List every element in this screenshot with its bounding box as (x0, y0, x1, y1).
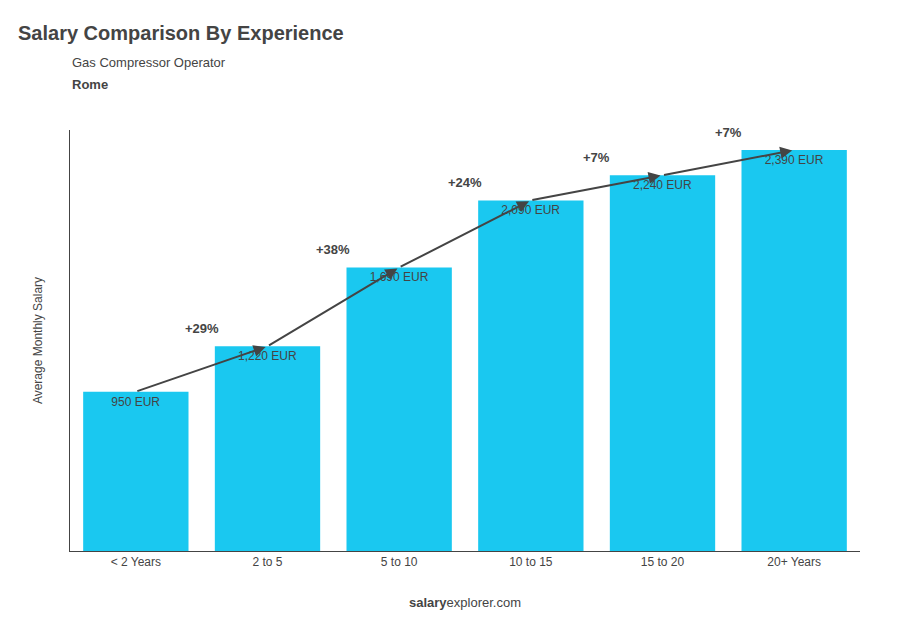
svg-text:2,090 EUR: 2,090 EUR (501, 203, 560, 217)
svg-text:+29%: +29% (185, 321, 219, 336)
svg-text:10 to 15: 10 to 15 (509, 555, 553, 569)
svg-text:Rome: Rome (72, 77, 108, 92)
svg-text:Gas Compressor Operator: Gas Compressor Operator (72, 55, 226, 70)
svg-text:1,220 EUR: 1,220 EUR (238, 349, 297, 363)
svg-text:2 to 5: 2 to 5 (252, 555, 282, 569)
svg-text:950 EUR: 950 EUR (111, 395, 160, 409)
svg-text:+38%: +38% (316, 242, 350, 257)
svg-text:+7%: +7% (715, 125, 742, 140)
svg-text:< 2 Years: < 2 Years (111, 555, 161, 569)
svg-text:2,240 EUR: 2,240 EUR (633, 178, 692, 192)
svg-text:15 to 20: 15 to 20 (641, 555, 685, 569)
svg-text:salaryexplorer.com: salaryexplorer.com (409, 595, 521, 610)
svg-text:Average Monthly Salary: Average Monthly Salary (31, 277, 45, 404)
svg-text:2,390 EUR: 2,390 EUR (765, 153, 824, 167)
svg-text:+24%: +24% (448, 175, 482, 190)
svg-text:20+ Years: 20+ Years (767, 555, 821, 569)
svg-text:Salary Comparison By Experienc: Salary Comparison By Experience (18, 22, 344, 44)
svg-text:1,690 EUR: 1,690 EUR (370, 270, 429, 284)
svg-text:+7%: +7% (583, 150, 610, 165)
svg-text:5 to 10: 5 to 10 (381, 555, 418, 569)
